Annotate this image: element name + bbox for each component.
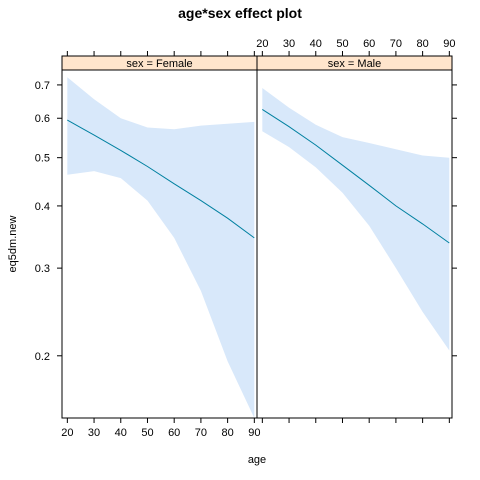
x-tick-label: 60 [363, 38, 375, 50]
x-tick-label: 70 [390, 38, 402, 50]
y-tick-label: 0.4 [35, 201, 50, 213]
fit-line-female [67, 119, 255, 239]
y-tick-label: 0.3 [35, 263, 50, 275]
x-tick-label: 70 [195, 427, 207, 439]
x-axis-label: age [248, 454, 266, 466]
x-tick-label: 30 [283, 38, 295, 50]
x-tick-label: 80 [221, 427, 233, 439]
x-tick-label: 20 [61, 427, 73, 439]
confidence-band-male [262, 88, 450, 351]
x-tick-label: 80 [416, 38, 428, 50]
y-tick-label: 0.7 [35, 80, 50, 92]
y-tick-label: 0.5 [35, 153, 50, 165]
confidence-band-female [67, 77, 255, 419]
x-tick-label: 50 [141, 427, 153, 439]
x-tick-label: 60 [168, 427, 180, 439]
y-tick-label: 0.2 [35, 351, 50, 363]
y-tick-label: 0.6 [35, 113, 50, 125]
strip-label-male: sex = Male [328, 58, 382, 70]
x-tick-label: 90 [443, 38, 455, 50]
panel-frame [256, 69, 453, 419]
chart-title: age*sex effect plot [178, 5, 302, 21]
x-tick-label: 50 [336, 38, 348, 50]
strip-label-female: sex = Female [126, 58, 192, 70]
fit-line-male [262, 108, 450, 244]
x-tick-label: 30 [88, 427, 100, 439]
x-tick-label: 40 [115, 427, 127, 439]
x-tick-label: 90 [248, 427, 260, 439]
y-axis-label: eq5dm.new [7, 216, 19, 273]
x-tick-label: 20 [256, 38, 268, 50]
x-tick-label: 40 [310, 38, 322, 50]
